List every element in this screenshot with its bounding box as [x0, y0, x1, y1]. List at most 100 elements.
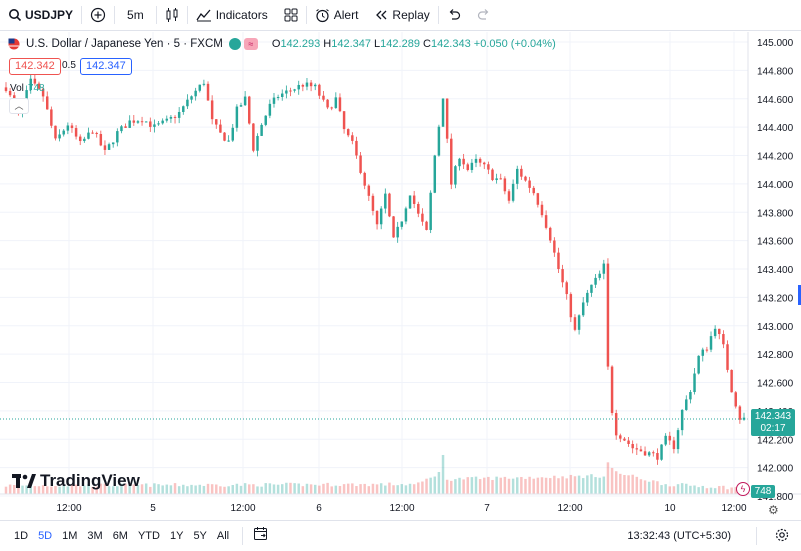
search-icon [9, 9, 22, 22]
range-3m[interactable]: 3M [87, 529, 103, 542]
settings-button[interactable] [775, 528, 789, 545]
volume-bar [569, 474, 573, 494]
collapse-legend-button[interactable]: ︿ [9, 98, 29, 114]
volume-bar [565, 478, 568, 494]
divider [305, 6, 307, 24]
candle-body [338, 97, 342, 112]
volume-bar [83, 485, 86, 494]
volume-bar [95, 486, 98, 494]
rewind-icon [376, 10, 387, 20]
chart-type-button[interactable] [157, 0, 187, 31]
volume-bar [429, 477, 432, 494]
chart-legend: U.S. Dollar / Japanese Yen · 5 · FXCM ≈ … [8, 38, 556, 50]
volume-bar [557, 478, 560, 494]
indicators-button[interactable]: Indicators [188, 0, 276, 31]
volume-bar [177, 486, 181, 494]
range-1d[interactable]: 1D [14, 529, 29, 542]
volume-bar [215, 484, 218, 494]
alert-button[interactable]: Alert [307, 0, 367, 31]
volume-legend: Vol 748 [10, 83, 45, 94]
candle-body [544, 215, 548, 228]
volume-bar [713, 488, 717, 494]
candle-body [177, 111, 181, 118]
volume-bar [54, 486, 57, 494]
volume-bar [128, 483, 131, 494]
volume-bar [524, 478, 527, 494]
volume-bar [544, 477, 548, 494]
volume-bar [169, 485, 173, 494]
axis-settings-button[interactable]: ⚙ [768, 503, 779, 517]
range-1m[interactable]: 1M [62, 529, 78, 542]
candle-body [219, 124, 222, 133]
candle-body [400, 221, 404, 227]
replay-button[interactable]: Replay [366, 0, 437, 31]
candle-body [70, 125, 74, 129]
range-5y[interactable]: 5Y [193, 529, 207, 542]
price-chart[interactable]: 145.000 144.800 144.600 144.400 144.200 144.0… [0, 32, 801, 518]
candle-body [606, 263, 610, 367]
sell-price-button[interactable]: 142.342 [9, 58, 61, 75]
volume-bar [693, 485, 696, 494]
candle-body [713, 328, 717, 337]
gear-icon: ⚙ [768, 503, 779, 517]
buy-price-button[interactable]: 142.347 [80, 58, 132, 75]
range-ytd[interactable]: YTD [137, 529, 160, 542]
range-5d[interactable]: 5D [38, 529, 53, 542]
candle-body [429, 192, 432, 230]
compare-symbol-button[interactable] [82, 0, 114, 31]
volume-bar [392, 485, 395, 494]
volume-bar [346, 483, 350, 494]
lightning-icon[interactable]: ϟ [736, 482, 750, 496]
volume-bar [91, 486, 94, 494]
right-panel-edge[interactable] [798, 285, 801, 305]
candle-body [412, 195, 416, 204]
candle-body [404, 208, 408, 222]
candle-body [136, 121, 140, 123]
layouts-button[interactable] [276, 0, 306, 31]
volume-bar [548, 478, 552, 494]
candle-body [643, 451, 647, 456]
redo-button[interactable] [469, 0, 499, 31]
candle-body [520, 168, 523, 177]
volume-bar [697, 487, 700, 494]
candle-body [462, 158, 465, 165]
price-tick-label: 144.400 [757, 123, 794, 134]
symbol-description[interactable]: U.S. Dollar / Japanese Yen · 5 · FXCM [26, 38, 223, 50]
candle-body [614, 413, 618, 436]
volume-bar [676, 484, 680, 494]
symbol-search[interactable]: USDJPY [0, 0, 81, 31]
candle-body [149, 121, 152, 127]
candle-body [450, 138, 453, 185]
volume-bar [140, 484, 144, 494]
volume-bar [50, 486, 53, 494]
candle-body [144, 121, 148, 123]
last-price-label: 142.343 02:17 [751, 409, 795, 436]
tradingview-logo-icon [12, 474, 36, 488]
range-6m[interactable]: 6M [112, 529, 128, 542]
candle-body [379, 208, 383, 225]
volume-bar [256, 486, 259, 494]
date-range-selector: 1D 5D 1M 3M 6M YTD 1Y 5Y All [0, 530, 234, 542]
divider [155, 6, 157, 24]
volume-bar [701, 485, 705, 494]
candle-body [74, 128, 78, 137]
volume-bar [388, 482, 391, 494]
undo-button[interactable] [439, 0, 469, 31]
candle-body [190, 96, 193, 100]
candle-body [371, 195, 375, 211]
volume-bar [647, 481, 651, 494]
candle-body [289, 90, 292, 92]
goto-date-button[interactable] [249, 526, 273, 545]
range-1y[interactable]: 1Y [169, 529, 184, 542]
volume-bar [330, 486, 333, 494]
spread-value: 0.5 [62, 60, 76, 71]
data-delay-icon[interactable]: ≈ [243, 38, 258, 50]
tradingview-logo[interactable]: TradingView [12, 471, 140, 491]
chart-pane[interactable]: 145.000 144.800 144.600 144.400 144.200 144.0… [0, 32, 801, 518]
volume-bar [619, 473, 622, 494]
interval-button[interactable]: 5m [115, 0, 156, 31]
clock-timezone[interactable]: 13:32:43 (UTC+5:30) [627, 530, 731, 542]
volume-bar [664, 484, 667, 494]
candle-body [91, 132, 94, 134]
range-all[interactable]: All [216, 529, 230, 542]
